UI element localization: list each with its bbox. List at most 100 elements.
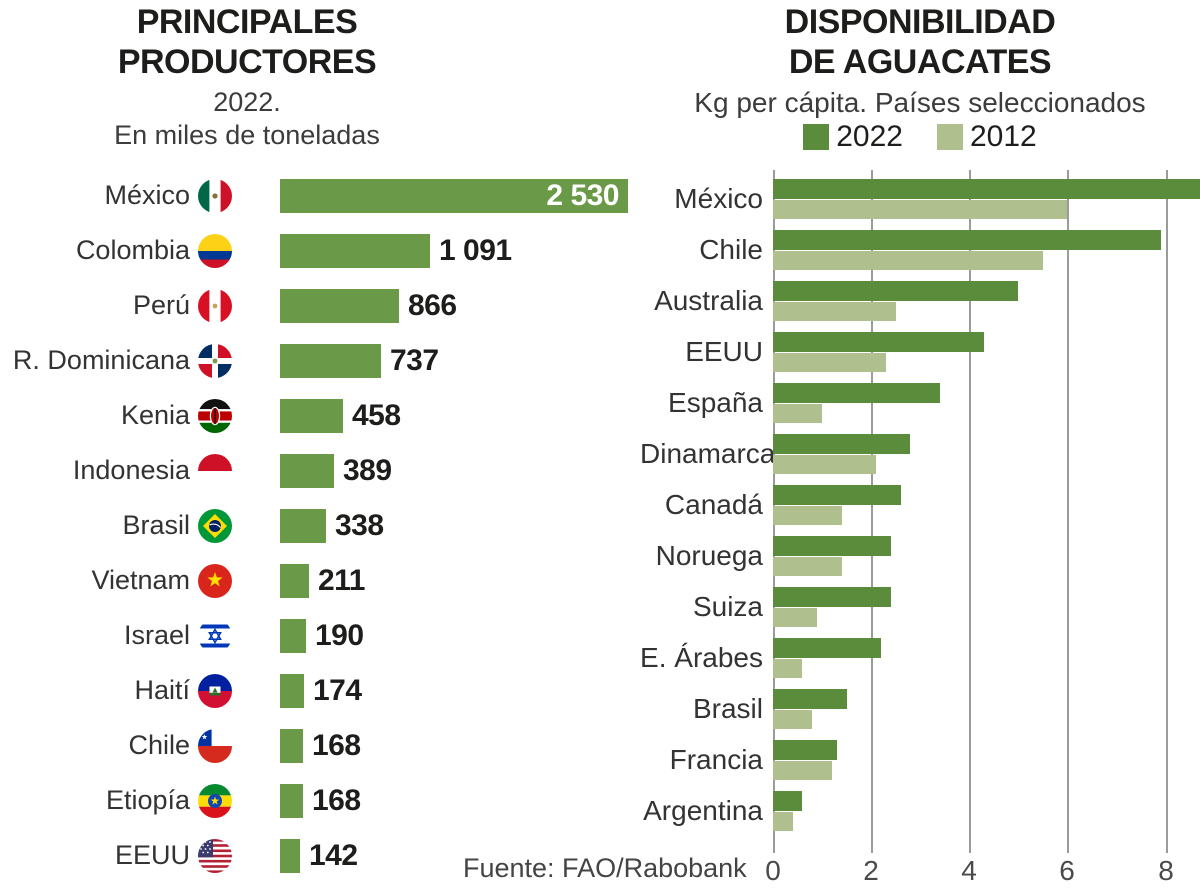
availability-bar-2022 — [773, 434, 910, 454]
country-label: Noruega — [655, 540, 763, 571]
source-note: Fuente: FAO/Rabobank — [463, 853, 747, 883]
production-bar — [280, 838, 300, 873]
availability-bar-2012 — [773, 200, 1067, 219]
country-label: Brasil — [692, 693, 763, 724]
country-label: Dinamarca — [640, 438, 776, 469]
bar-area: 458 — [280, 398, 640, 433]
bar-area: 2 530 — [280, 178, 640, 213]
bar-area: 168 — [280, 783, 640, 818]
flag-kenia-icon — [198, 398, 232, 433]
availability-bar-2012 — [773, 710, 812, 729]
availability-bar-2012 — [773, 506, 842, 525]
country-label: Argentina — [643, 795, 763, 826]
producer-row: Haití 174 — [0, 663, 640, 718]
country-label: R. Dominicana — [12, 345, 190, 375]
right-chart-title-line1: DISPONIBILIDAD — [784, 3, 1056, 41]
producers-bar-chart: México 2 530 Colombia 1 091 Perú 866 R. Domini… — [0, 168, 640, 883]
legend-label: 2022 — [836, 120, 903, 153]
producer-row: Colombia 1 091 — [0, 223, 640, 278]
value-label: 168 — [312, 728, 361, 762]
left-chart-title-line2: PRODUCTORES — [117, 43, 377, 81]
availability-bar-2022 — [773, 638, 881, 658]
country-label: Chile — [128, 730, 190, 760]
country-label: E. Árabes — [640, 642, 763, 673]
value-label: 174 — [313, 673, 362, 707]
country-label: Israel — [123, 620, 190, 650]
availability-bar-2012 — [773, 557, 842, 576]
right-chart-subtitle: Kg per cápita. Países seleccionados — [694, 87, 1146, 118]
flag-eeuu-icon — [198, 838, 232, 873]
grid-line — [1166, 170, 1168, 853]
grid-line — [969, 170, 971, 853]
bar-area: 211 — [280, 563, 640, 598]
availability-bar-2022 — [773, 689, 847, 709]
flag-chile-icon — [198, 728, 232, 763]
value-label: 1 091 — [439, 233, 512, 267]
left-chart-header: PRINCIPALES PRODUCTORES 2022. En miles d… — [0, 2, 494, 152]
legend: 2022 2012 — [640, 120, 1200, 154]
country-label: Australia — [654, 285, 763, 316]
availability-bar-2022 — [773, 281, 1018, 301]
country-label: Kenia — [120, 400, 190, 430]
producer-row: R. Dominicana 737 — [0, 333, 640, 388]
production-bar — [280, 783, 303, 818]
legend-swatch-icon — [937, 124, 963, 150]
flag-dominicana-icon — [198, 343, 232, 378]
country-label: Haití — [134, 675, 190, 705]
availability-bar-2012 — [773, 404, 822, 423]
availability-bar-2012 — [773, 608, 817, 627]
production-bar — [280, 453, 334, 488]
x-axis-tick-label: 2 — [863, 855, 879, 886]
flag-vietnam-icon — [198, 563, 232, 598]
bar-area: 1 091 — [280, 233, 640, 268]
flag-etiopia-icon — [198, 783, 232, 818]
availability-bar-2012 — [773, 659, 802, 678]
country-label: Canadá — [664, 489, 763, 520]
value-label: 458 — [352, 398, 401, 432]
production-bar — [280, 343, 381, 378]
producer-row: Vietnam 211 — [0, 553, 640, 608]
producer-row: Indonesia 389 — [0, 443, 640, 498]
availability-category-labels: México Chile Australia EEUU España Dinamarca C… — [640, 170, 776, 843]
availability-bar-2012 — [773, 812, 793, 831]
country-label: Indonesia — [72, 455, 190, 485]
grid-line — [871, 170, 873, 853]
availability-bar-2022 — [773, 791, 802, 811]
right-chart-title-line2: DE AGUACATES — [788, 43, 1052, 81]
x-axis-tick-label: 8 — [1158, 855, 1174, 886]
availability-bar-2022 — [773, 740, 837, 760]
production-bar — [280, 508, 326, 543]
country-label: Chile — [699, 234, 763, 265]
availability-bar-2022 — [773, 230, 1161, 250]
value-label: 190 — [315, 618, 364, 652]
country-label: Francia — [669, 744, 763, 775]
country-label: Suiza — [692, 591, 763, 622]
bar-area: 389 — [280, 453, 640, 488]
legend-item-2022: 2022 — [803, 120, 903, 154]
production-bar — [280, 233, 430, 268]
legend-item-2012: 2012 — [937, 120, 1037, 154]
left-chart-title-line1: PRINCIPALES — [136, 3, 358, 41]
availability-bar-2022 — [773, 332, 984, 352]
flag-peru-icon — [198, 288, 232, 323]
country-label: Colombia — [75, 235, 190, 265]
country-label: EEUU — [114, 840, 190, 870]
flag-israel-icon — [198, 618, 232, 653]
bar-area: 174 — [280, 673, 640, 708]
flag-indonesia-icon — [198, 453, 232, 488]
country-label: España — [668, 387, 763, 418]
production-bar: 2 530 — [280, 178, 628, 213]
producer-row: Etiopía 168 — [0, 773, 640, 828]
bar-area: 737 — [280, 343, 640, 378]
right-chart-header: DISPONIBILIDAD DE AGUACATES Kg per cápit… — [640, 2, 1200, 119]
availability-bar-2012 — [773, 251, 1043, 270]
bar-area: 142 — [280, 838, 640, 873]
country-label: EEUU — [685, 336, 763, 367]
legend-label: 2012 — [970, 120, 1037, 153]
flag-haiti-icon — [198, 673, 232, 708]
producer-row: Israel 190 — [0, 608, 640, 663]
bar-area: 168 — [280, 728, 640, 763]
availability-bar-2022 — [773, 383, 940, 403]
production-bar — [280, 618, 306, 653]
value-label: 142 — [309, 838, 358, 872]
